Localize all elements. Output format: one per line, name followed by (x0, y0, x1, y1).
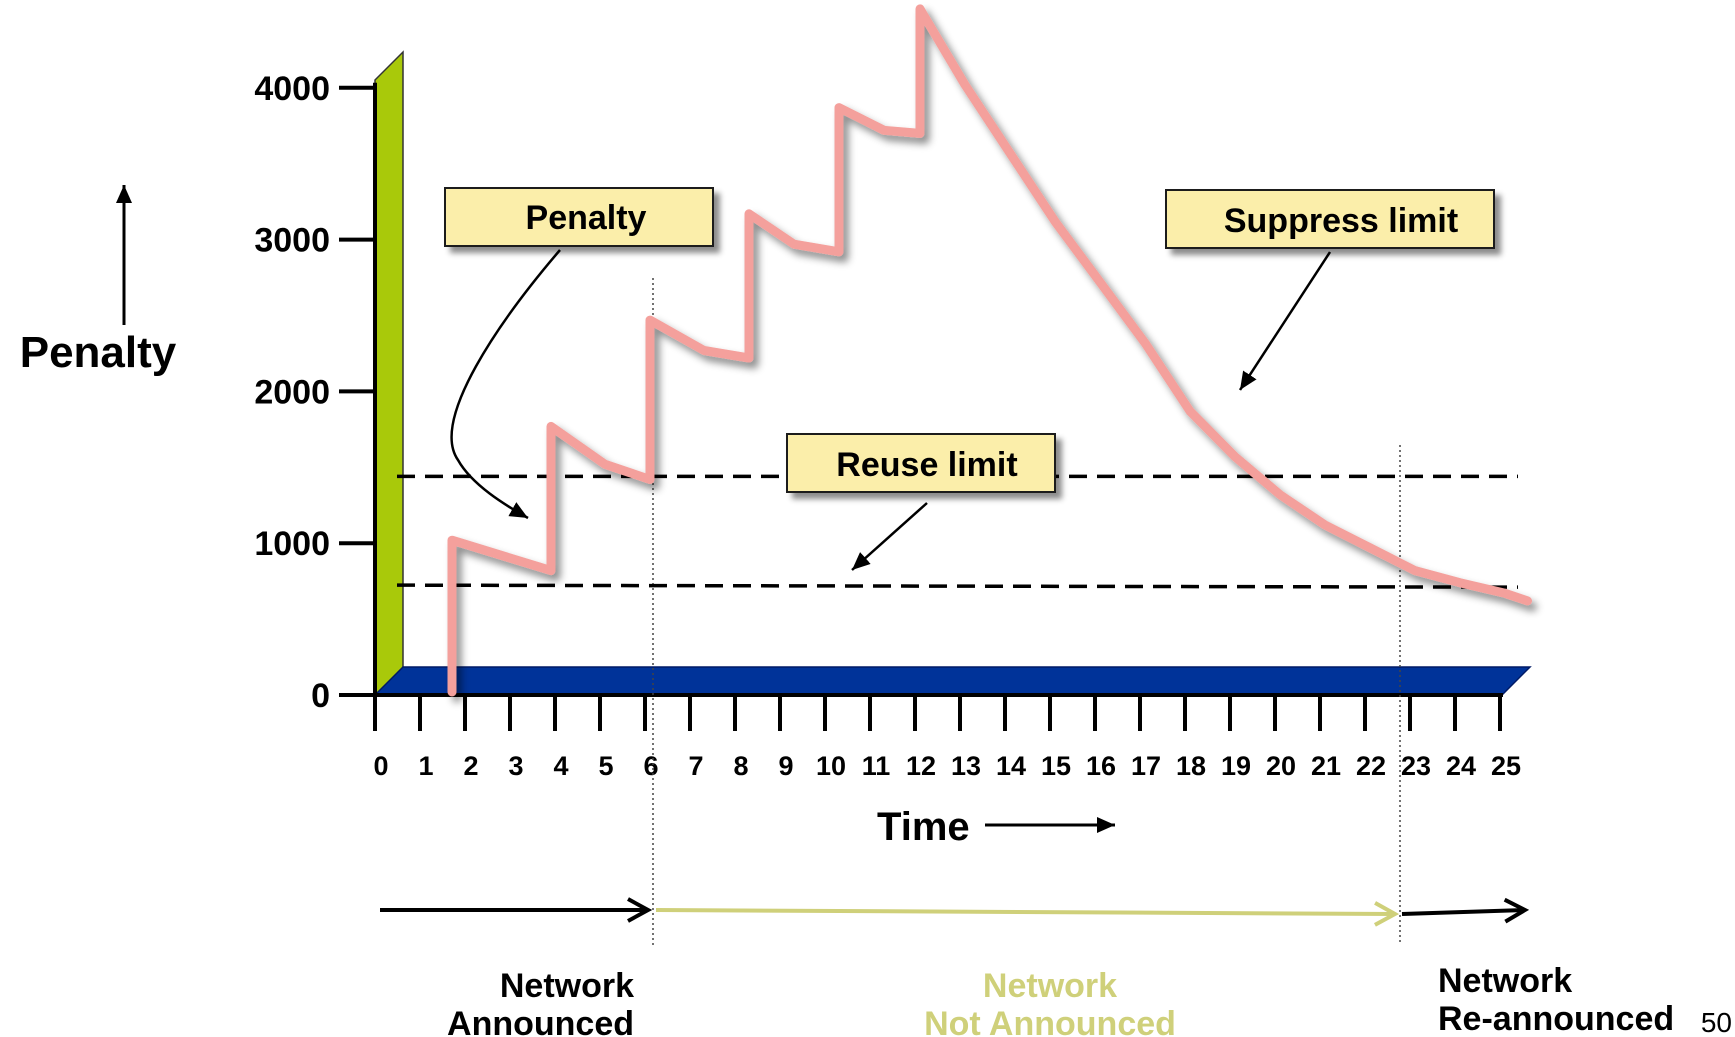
x-tick-label: 6 (643, 751, 658, 781)
phase-label-not-announced: Network Not Announced (924, 967, 1176, 1037)
y-tick-label: 0 (311, 677, 330, 715)
x-tick-label: 24 (1446, 751, 1476, 781)
x-tick-label: 3 (508, 751, 523, 781)
phase-label-announced: Network Announced (447, 967, 634, 1037)
x-axis-label: Time (877, 805, 970, 849)
x-tick-label: 19 (1221, 751, 1251, 781)
phase-label-not-announced-line1: Network (983, 967, 1117, 1005)
chart-back-wall (374, 50, 404, 697)
x-tick-label: 20 (1266, 751, 1296, 781)
x-tick-label: 11 (862, 751, 891, 781)
x-tick-label: 17 (1131, 751, 1161, 781)
phase-label-re-announced-line2: Re-announced (1438, 1000, 1674, 1037)
callout-penalty-text: Penalty (526, 199, 647, 237)
x-tick-label: 8 (733, 751, 748, 781)
phase-arrow-not-announced (655, 910, 1395, 914)
penalty-curve (447, 4, 1532, 697)
phase-label-re-announced-line1: Network (1438, 962, 1572, 1000)
x-tick-label: 4 (553, 751, 568, 781)
callout-suppress-text: Suppress limit (1224, 202, 1458, 240)
x-tick-label: 13 (951, 751, 981, 781)
phase-label-announced-line2: Announced (447, 1005, 634, 1037)
callout-penalty-box (444, 187, 714, 247)
y-tick-label: 3000 (254, 222, 330, 260)
slide-number: 50 (1701, 1007, 1732, 1037)
callout-reuse-box (786, 433, 1056, 493)
x-tick-label: 0 (373, 751, 388, 781)
callout-reuse: Reuse limit (786, 433, 1056, 571)
x-tick-label: 16 (1086, 751, 1116, 781)
x-tick-label: 5 (598, 751, 613, 781)
x-tick-label: 10 (816, 751, 846, 781)
x-tick-label: 23 (1401, 751, 1431, 781)
chart-floor (373, 666, 1532, 696)
y-tick-label: 1000 (254, 525, 330, 563)
phase-label-announced-line1: Network (500, 967, 634, 1005)
x-tick-label: 15 (1041, 751, 1071, 781)
x-tick-label: 12 (906, 751, 936, 781)
phase-label-not-announced-line2: Not Announced (924, 1005, 1176, 1037)
phase-label-re-announced: Network Re-announced (1438, 962, 1674, 1037)
x-tick-label: 2 (463, 751, 478, 781)
y-axis: 0 1000 2000 3000 4000 (254, 70, 377, 715)
callout-suppress-pointer (1238, 251, 1332, 391)
callout-suppress: Suppress limit (1165, 189, 1495, 391)
x-tick-label: 25 (1491, 751, 1521, 781)
x-tick-label: 7 (688, 751, 703, 781)
x-tick-label: 22 (1356, 751, 1386, 781)
callout-reuse-pointer (851, 502, 928, 571)
x-tick-label: 1 (418, 751, 433, 781)
x-axis: 0 1 2 3 4 5 6 7 8 9 10 11 12 13 14 15 16 17 18 19 20 21 22 23 24… (373, 693, 1521, 781)
y-axis-label: Penalty (20, 328, 177, 377)
reuse-limit-line (396, 583, 1519, 589)
phase-arrow-re-announced (1401, 910, 1525, 914)
callout-penalty-pointer (450, 249, 561, 520)
callout-reuse-text: Reuse limit (836, 446, 1017, 484)
x-tick-label: 21 (1311, 751, 1341, 781)
x-tick-label: 9 (778, 751, 793, 781)
y-tick-label: 4000 (254, 70, 330, 108)
x-tick-label: 14 (996, 751, 1026, 781)
callout-penalty: Penalty (444, 187, 714, 520)
x-tick-label: 18 (1176, 751, 1206, 781)
y-tick-label: 2000 (254, 373, 330, 411)
callout-suppress-box (1165, 189, 1495, 249)
